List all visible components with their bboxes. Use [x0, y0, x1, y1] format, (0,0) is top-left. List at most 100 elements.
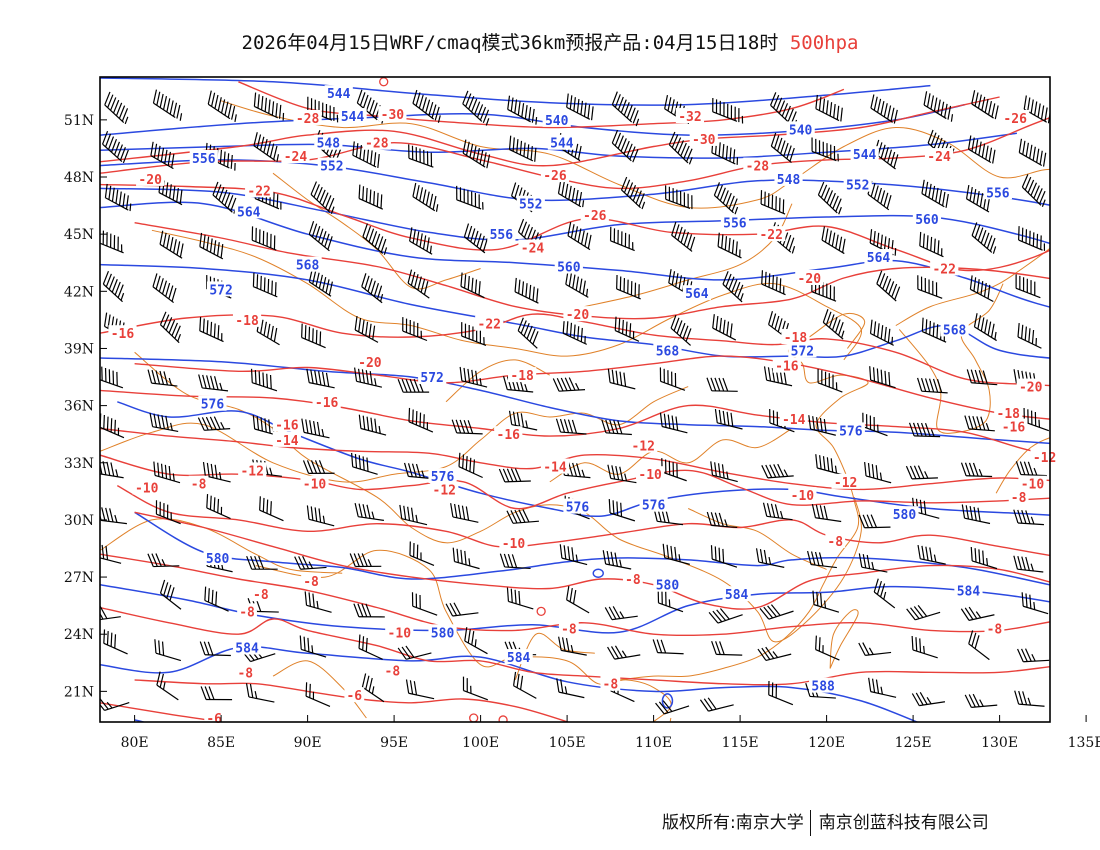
wind-barb [361, 273, 384, 304]
height-contour-label-bg [912, 210, 942, 226]
wind-barb [104, 183, 132, 212]
temperature-contour-label: -8 [253, 588, 269, 603]
temperature-contour-line [100, 553, 1050, 637]
height-contour-label: 560 [915, 213, 939, 228]
temperature-contour-label: -22 [759, 228, 782, 243]
temperature-contour-label-bg [994, 405, 1023, 421]
wind-barb [1060, 512, 1091, 525]
wind-barb [969, 275, 994, 303]
copyright-footer: 版权所有:南京大学 南京创蓝科技有限公司 [662, 808, 989, 836]
height-contour-label-bg [653, 342, 682, 358]
wind-barb [199, 316, 224, 343]
wind-barb [858, 642, 892, 656]
height-contour-label: 580 [206, 552, 230, 567]
temperature-contour-label: -16 [497, 428, 521, 443]
temperature-contour-label: -22 [478, 318, 501, 333]
wind-barb [452, 547, 480, 570]
temperature-contour-label-bg [518, 239, 547, 255]
wind-barb [206, 494, 231, 520]
wind-barb [971, 90, 999, 120]
wind-barb [916, 377, 948, 394]
wind-barb [1021, 174, 1046, 207]
wind-barb [711, 641, 743, 656]
wind-barb [806, 550, 837, 569]
temperature-contour-label: -8 [625, 573, 641, 588]
copyright-owner: 版权所有:南京大学 [662, 813, 804, 833]
wind-barb [708, 608, 743, 624]
wind-barb [1061, 425, 1093, 439]
temperature-contour-label-bg [312, 393, 341, 409]
temperature-contour-label: -20 [566, 308, 590, 323]
temperature-contour-line [100, 606, 1050, 686]
wind-barb [1013, 509, 1044, 526]
height-contour-label-bg [722, 586, 751, 602]
wind-barb [601, 419, 632, 436]
height-contour-label-bg [314, 134, 343, 150]
height-contour-label-bg [234, 203, 263, 219]
height-contour-label-bg [682, 285, 711, 301]
wind-barb [498, 468, 531, 483]
wind-barb [1078, 269, 1099, 299]
temperature-contour-label: -18 [235, 314, 259, 329]
height-contour-label: 548 [317, 137, 341, 152]
height-contour-label-bg [203, 550, 232, 566]
wind-barb [259, 496, 284, 522]
wind-barb [1072, 626, 1094, 653]
wind-barb [405, 679, 435, 700]
temperature-contour-label: -8 [239, 605, 255, 620]
wind-barb [711, 138, 739, 165]
wind-barb [757, 646, 792, 662]
temperature-contour-label: -18 [784, 331, 808, 346]
wind-barb [299, 635, 327, 658]
temperature-contour-line [100, 183, 1050, 272]
lat-tick-label: 39N [64, 341, 94, 357]
wind-barb [1071, 235, 1095, 259]
wind-barb [616, 274, 641, 300]
wind-barb [462, 90, 490, 126]
wind-barb [506, 587, 534, 610]
wind-barb [508, 410, 538, 431]
height-contour-label-bg [504, 649, 533, 665]
temperature-contour-label: -24 [927, 150, 951, 165]
temperature-contour-label-bg [238, 462, 267, 478]
wind-barb [102, 130, 129, 164]
wind-barb [607, 368, 636, 390]
lat-tick-label: 21N [64, 684, 94, 700]
wind-barb [499, 553, 531, 570]
height-contour-label-bg [232, 639, 262, 655]
wind-barb [103, 629, 128, 655]
wind-barb [1023, 407, 1050, 432]
height-contour-label: 580 [656, 579, 680, 594]
temperature-contour-label: -24 [284, 150, 308, 165]
temperature-contour-label: -14 [275, 434, 299, 449]
wind-barb [659, 367, 686, 391]
wind-barb [352, 141, 380, 168]
temperature-contour-label: -26 [583, 209, 607, 224]
temperature-contour-line [134, 355, 1050, 420]
wind-barb [911, 692, 946, 707]
temperature-contour-label-bg [385, 624, 414, 640]
height-contour-label: 544 [341, 110, 365, 125]
wind-barb [655, 700, 690, 715]
lat-tick-label: 42N [64, 284, 94, 300]
wind-barb [152, 273, 177, 304]
height-contour-label: 568 [296, 259, 320, 274]
boundary-line [445, 359, 551, 403]
wind-barb [306, 505, 335, 527]
wind-barb [566, 93, 594, 121]
temperature-contour-label-bg [779, 410, 808, 426]
temperature-contour-label: -14 [782, 413, 806, 428]
wind-barb [565, 270, 589, 298]
temperature-contour-label-bg [689, 130, 718, 146]
wind-barb [671, 221, 696, 252]
wind-barb [358, 184, 384, 210]
temperature-contour-label-bg [344, 687, 365, 703]
wind-barb [552, 377, 586, 392]
wind-barb [670, 314, 692, 346]
temperature-contour-label: -32 [678, 110, 701, 125]
wind-barb [408, 144, 434, 168]
temperature-contour-line [100, 313, 1050, 387]
temperature-contour-label: -20 [358, 356, 382, 371]
temperature-contour-label-bg [999, 418, 1028, 434]
temperature-contour-label: -20 [1019, 381, 1043, 396]
